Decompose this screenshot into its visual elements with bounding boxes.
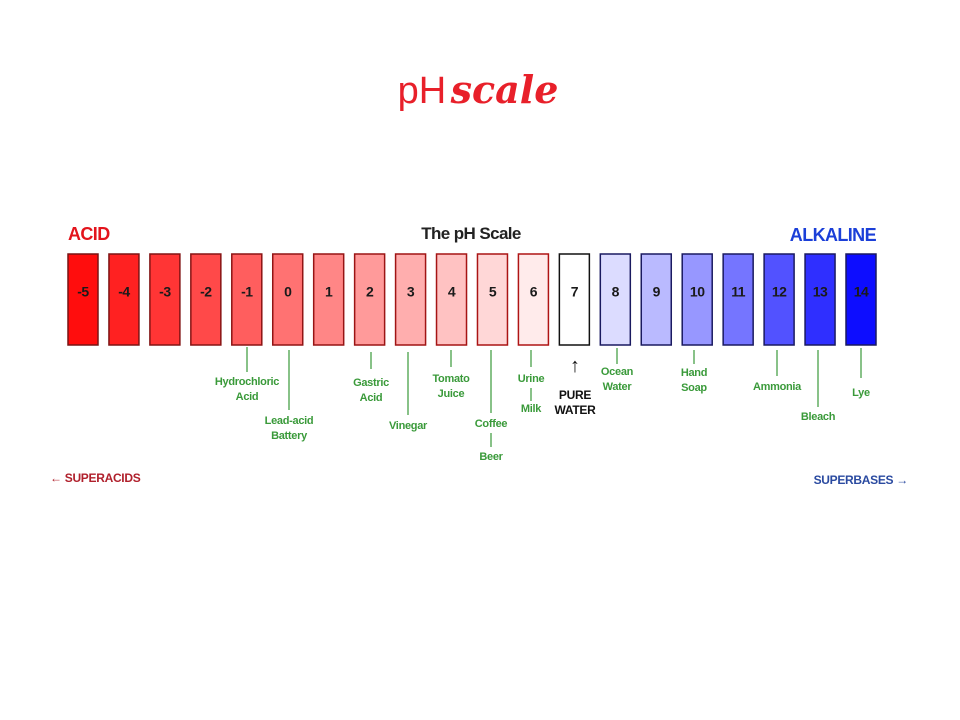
annotation-text: Urine (518, 373, 545, 385)
annotation-text: Tomato (432, 373, 470, 385)
ph-box-label: 2 (366, 284, 374, 300)
ph-box-label: 6 (530, 284, 538, 300)
ph-box-label: 9 (653, 284, 661, 300)
ph-box-label: 4 (448, 284, 456, 300)
ph-box (190, 253, 222, 346)
annotation-text: Beer (479, 451, 503, 463)
annotation-text: Acid (236, 391, 259, 403)
ph-box-label: 14 (854, 284, 869, 300)
annotation-text: Water (603, 381, 633, 393)
ph-box (312, 253, 345, 346)
annotation-text: Milk (521, 403, 542, 415)
annotation-text: Bleach (801, 411, 836, 423)
ph-box-label: 12 (772, 284, 787, 300)
ph-box (804, 253, 836, 346)
ph-box-label: -1 (241, 284, 253, 300)
ph-box (231, 253, 263, 346)
ph-box (845, 253, 877, 346)
ph-box (149, 253, 181, 346)
ph-box (763, 253, 795, 346)
pure-water-text: WATER (555, 403, 597, 417)
ph-box (435, 253, 468, 346)
annotation-text: Gastric (353, 377, 389, 389)
annotation-text: Juice (438, 388, 465, 400)
annotation-text: Vinegar (389, 420, 428, 432)
ph-box (67, 253, 99, 346)
annotation-text: Hydrochloric (215, 376, 279, 388)
annotation-text: Ammonia (753, 381, 802, 393)
ph-box (599, 253, 632, 346)
ph-box-label: 3 (407, 284, 415, 300)
diagram-title: The pH Scale (421, 224, 521, 243)
ph-box (681, 253, 713, 346)
ph-box-label: 11 (731, 284, 746, 300)
annotation-text: Soap (681, 382, 707, 394)
slide-title: pH scale (398, 67, 559, 112)
ph-box-label: 5 (489, 284, 497, 300)
annotation-text: Hand (681, 367, 707, 379)
ph-box-label: -3 (159, 284, 171, 300)
ph-box (517, 253, 550, 346)
pure-water-arrow: ↑ (570, 355, 580, 377)
ph-box-label: 0 (284, 284, 292, 300)
ph-box (353, 253, 386, 346)
ph-box (394, 253, 427, 346)
ph-box-label: 8 (612, 284, 620, 300)
ph-box-label: 1 (325, 284, 333, 300)
annotation-text: Lye (852, 387, 870, 399)
ph-box-label: -4 (118, 284, 130, 300)
acid-label: ACID (68, 224, 110, 244)
superbases-label: SUPERBASES → (814, 473, 908, 487)
ph-box (640, 253, 673, 346)
title-prefix: pH (398, 70, 447, 112)
annotation-text: Coffee (475, 418, 508, 430)
annotation-text: Battery (271, 430, 308, 442)
ph-box-label: -2 (200, 284, 212, 300)
ph-box-label: 10 (690, 284, 705, 300)
alkaline-label: ALKALINE (790, 225, 877, 245)
ph-box-label: 7 (571, 284, 579, 300)
annotation-text: Acid (360, 392, 383, 404)
ph-box (722, 253, 754, 346)
pure-water-text: PURE (559, 388, 591, 402)
annotation-text: Ocean (601, 366, 634, 378)
ph-box-label: 13 (813, 284, 828, 300)
annotation-text: Lead-acid (265, 415, 314, 427)
ph-box-label: -5 (77, 284, 89, 300)
ph-box (558, 253, 591, 346)
ph-box (108, 253, 140, 346)
title-emphasis: scale (450, 67, 559, 112)
ph-box (271, 253, 304, 346)
ph-box (476, 253, 509, 346)
superacids-label: ← SUPERACIDS (50, 471, 141, 485)
